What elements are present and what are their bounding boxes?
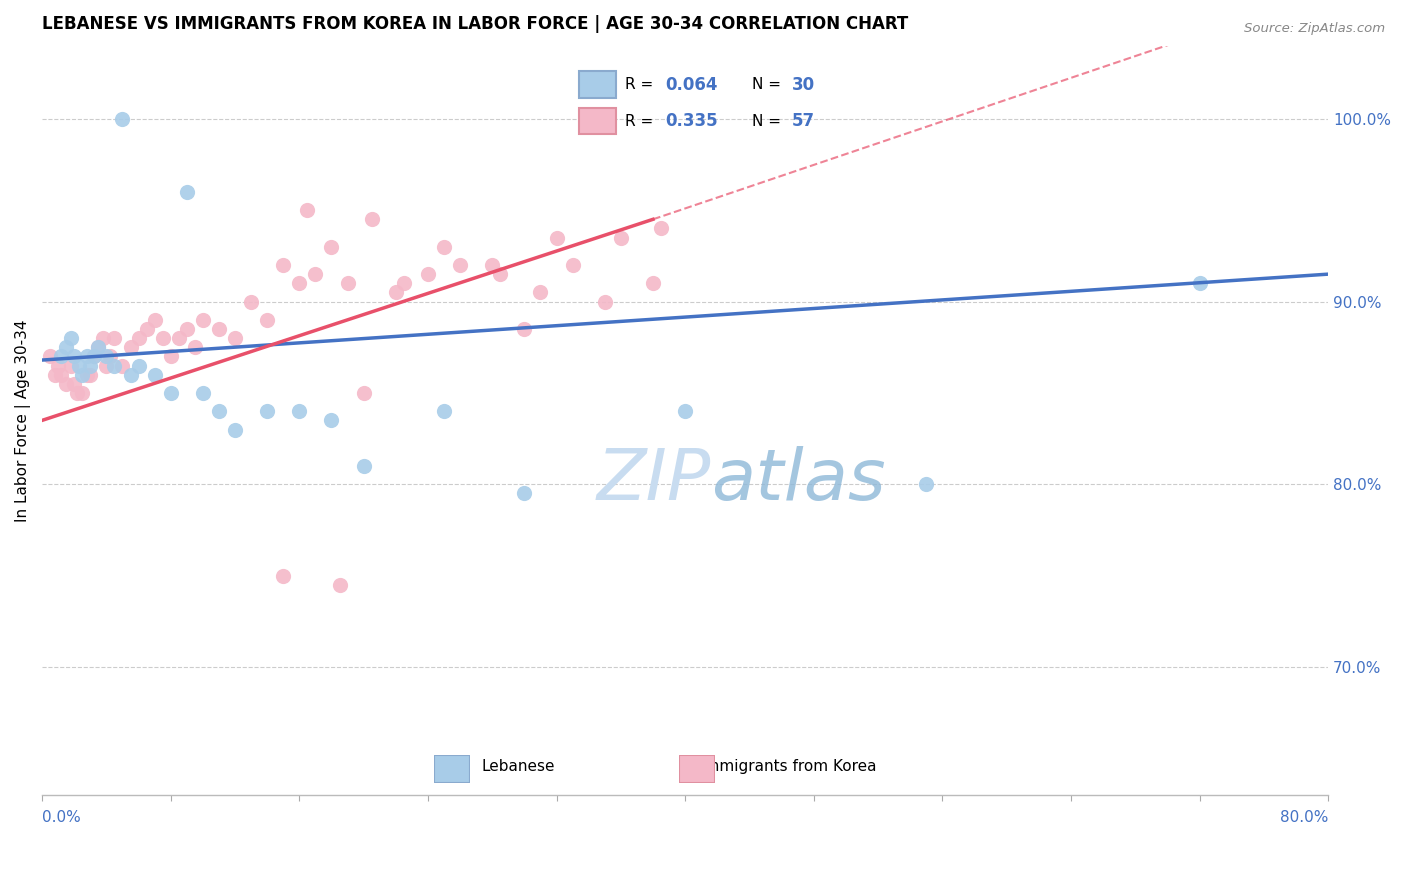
Point (353, 386, 375, 401)
Point (176, 322, 198, 336)
Point (610, 230, 633, 244)
Point (481, 258, 503, 272)
Point (176, 185, 198, 199)
Point (87, 340, 110, 354)
Point (288, 404, 311, 418)
Point (1188, 277, 1211, 291)
Point (304, 267, 326, 281)
Point (416, 267, 439, 281)
Text: LEBANESE VS IMMIGRANTS FROM KOREA IN LABOR FORCE | AGE 30-34 CORRELATION CHART: LEBANESE VS IMMIGRANTS FROM KOREA IN LAB… (42, 15, 908, 33)
Point (55, 340, 77, 354)
Point (51, 350, 73, 364)
Point (546, 230, 568, 244)
Point (167, 331, 190, 345)
Point (256, 404, 278, 418)
Point (449, 258, 471, 272)
Point (44, 368, 66, 382)
Point (240, 294, 263, 309)
Point (392, 277, 415, 291)
Point (336, 277, 359, 291)
Point (96, 350, 118, 364)
Point (55, 376, 77, 391)
Text: 80.0%: 80.0% (1279, 810, 1329, 825)
Point (360, 212, 382, 227)
Point (915, 477, 938, 491)
Point (152, 331, 174, 345)
Point (87, 340, 110, 354)
Point (60, 331, 83, 345)
Point (593, 294, 616, 309)
Point (135, 322, 157, 336)
Point (433, 404, 456, 418)
Point (489, 267, 512, 281)
Point (98, 350, 121, 364)
Point (641, 277, 664, 291)
Point (513, 322, 536, 336)
Point (143, 313, 166, 327)
Point (91, 331, 114, 345)
Point (60, 359, 83, 373)
Point (120, 368, 142, 382)
Point (208, 322, 231, 336)
Point (46, 359, 69, 373)
Point (561, 258, 583, 272)
Point (191, 313, 214, 327)
Point (76, 350, 98, 364)
Point (224, 331, 246, 345)
Text: Immigrants from Korea: Immigrants from Korea (700, 759, 876, 774)
Point (72, 368, 94, 382)
Point (63, 350, 86, 364)
Point (67, 359, 90, 373)
Point (83, 350, 105, 364)
Point (224, 423, 246, 437)
Point (650, 221, 672, 235)
Point (39, 350, 62, 364)
Point (79, 359, 101, 373)
Point (103, 331, 125, 345)
Point (120, 340, 142, 354)
Point (128, 359, 150, 373)
Point (143, 368, 166, 382)
Point (63, 376, 86, 391)
Point (111, 112, 134, 126)
Point (384, 285, 406, 300)
Text: ZIP: ZIP (596, 446, 711, 515)
Point (673, 404, 696, 418)
Point (513, 486, 536, 500)
Point (83, 350, 105, 364)
Point (433, 240, 456, 254)
Point (353, 458, 375, 473)
Point (159, 386, 181, 401)
Point (297, 203, 319, 218)
Point (321, 240, 343, 254)
Point (271, 568, 294, 582)
Point (51, 368, 73, 382)
Point (208, 404, 231, 418)
Text: 0.0%: 0.0% (42, 810, 82, 825)
Point (128, 331, 150, 345)
Point (529, 285, 551, 300)
Point (328, 578, 350, 592)
Point (66, 386, 89, 401)
Point (111, 359, 134, 373)
Text: atlas: atlas (711, 446, 886, 515)
Text: Lebanese: Lebanese (481, 759, 555, 774)
Point (103, 359, 125, 373)
Point (76, 368, 98, 382)
Point (191, 386, 214, 401)
Text: Source: ZipAtlas.com: Source: ZipAtlas.com (1244, 22, 1385, 36)
Point (271, 258, 294, 272)
Point (184, 340, 207, 354)
Y-axis label: In Labor Force | Age 30-34: In Labor Force | Age 30-34 (15, 319, 31, 522)
Point (72, 386, 94, 401)
Point (256, 313, 278, 327)
Point (159, 350, 181, 364)
Point (288, 277, 311, 291)
Point (79, 368, 101, 382)
Point (321, 413, 343, 427)
Point (96, 359, 118, 373)
